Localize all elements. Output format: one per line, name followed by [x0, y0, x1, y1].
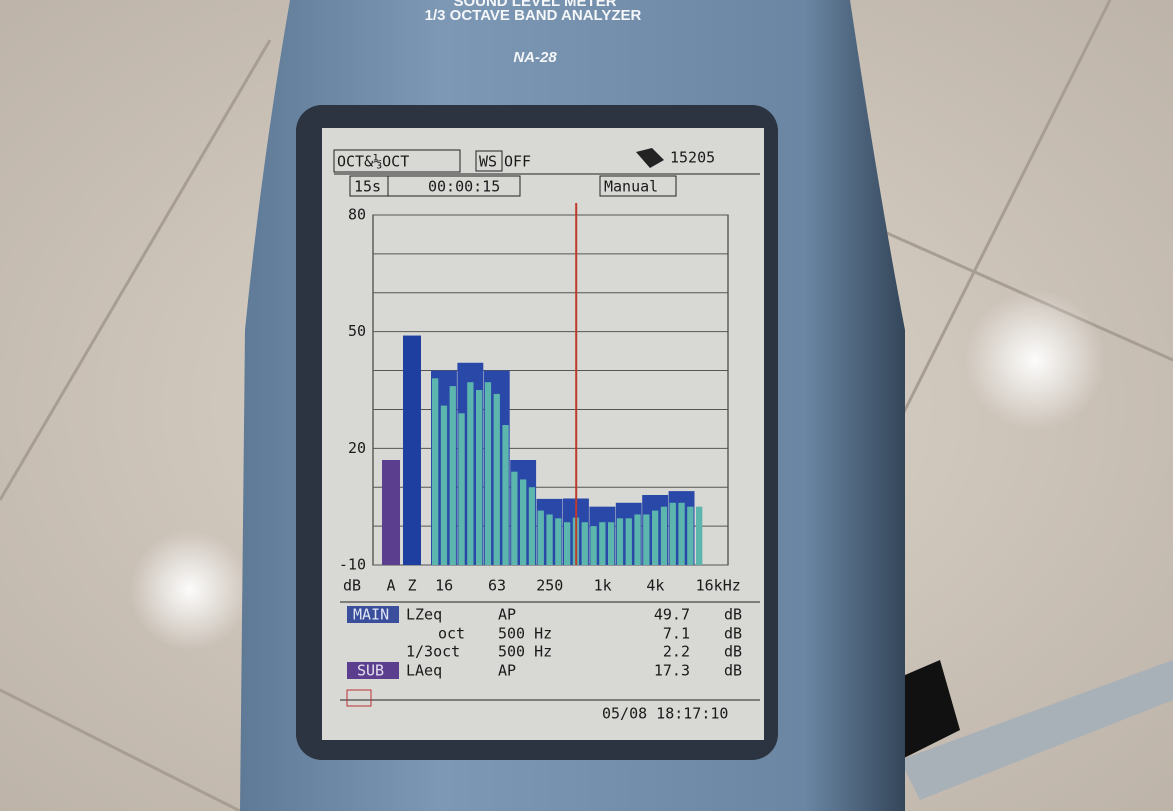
readout-cell: LZeq: [406, 606, 442, 624]
readout-cell: 500 Hz: [498, 643, 552, 661]
y-tick-label: 20: [348, 439, 366, 457]
third-octave-bar: [608, 522, 615, 565]
readout-cell: dB: [724, 662, 742, 680]
third-octave-bar: [555, 518, 562, 565]
device-model: NA-28: [513, 49, 557, 66]
x-tick-label: 16kHz: [696, 577, 741, 595]
readout-cell: dB: [724, 625, 742, 643]
third-octave-bar: [528, 487, 536, 565]
third-octave-bar: [537, 510, 544, 565]
third-octave-bar: [652, 510, 659, 565]
readout-cell: LAeq: [406, 662, 442, 680]
third-octave-bar: [590, 526, 597, 565]
mode: OCT&⅓OCT: [337, 153, 409, 171]
sub-tag-bg: [347, 662, 399, 679]
y-tick-label: 50: [348, 322, 366, 340]
frame: [475, 150, 503, 172]
y-tick-label: -10: [339, 556, 366, 574]
stand-rod: [900, 660, 1173, 800]
third-octave-bar: [476, 390, 483, 565]
glare: [130, 530, 250, 650]
y-tick-label: 80: [348, 206, 366, 224]
readout: MAIN SUB: [347, 606, 399, 680]
third-octave-bar: [625, 518, 632, 565]
x-tick-label: 16: [435, 577, 453, 595]
third-octave-bar: [678, 502, 685, 565]
third-octave-bar: [564, 522, 571, 565]
third-octave-bar: [458, 413, 465, 565]
readout-cell: dB: [724, 643, 742, 661]
x-tick-label: 250: [536, 577, 563, 595]
ws-state: OFF: [504, 153, 531, 171]
y-unit: dB: [343, 577, 361, 595]
third-octave-bar: [493, 393, 500, 565]
readout-cell: 49.7: [654, 606, 690, 624]
third-octave-bar: [669, 502, 676, 565]
overall-bar: [403, 335, 421, 565]
x-tick-label: 4k: [646, 577, 664, 595]
memory-icon: [636, 148, 664, 168]
main-tag-bg: [347, 606, 399, 623]
third-octave-bar: [484, 382, 492, 565]
third-octave-bar: [643, 514, 650, 565]
third-octave-bar: [634, 514, 641, 565]
trigger: Manual: [604, 178, 658, 196]
third-octave-bar: [599, 522, 606, 565]
x-tick-label: 1k: [594, 577, 612, 595]
readout-cell: 1/3oct: [406, 643, 460, 661]
interval: 15s: [354, 178, 381, 196]
readout-cell: oct: [438, 625, 465, 643]
third-octave-bar: [696, 506, 703, 565]
lcd-header: OCT&⅓OCT WS OFF 15205 15s 00:00:15 Manua…: [333, 148, 760, 197]
readout-cell: 7.1: [663, 625, 690, 643]
third-octave-bar: [546, 514, 553, 565]
elapsed: 00:00:15: [428, 178, 500, 196]
third-octave-bar: [502, 425, 509, 565]
device-label: 1/3 OCTAVE BAND ANALYZER: [425, 7, 642, 24]
third-octave-bar: [687, 506, 694, 565]
readout-cell: AP: [498, 662, 516, 680]
readout-cell: 17.3: [654, 662, 690, 680]
readout-cell: 500 Hz: [498, 625, 552, 643]
x-tick-label: A: [386, 577, 395, 595]
third-octave-bar: [440, 405, 448, 565]
glare: [965, 290, 1105, 430]
lcd: [322, 128, 764, 740]
readout-cell: 2.2: [663, 643, 690, 661]
memory: 15205: [670, 149, 715, 167]
readout-cell: dB: [724, 606, 742, 624]
device-label: SOUND LEVEL METER: [453, 0, 616, 10]
ws: WS: [479, 153, 497, 171]
frame: [387, 175, 521, 197]
third-octave-bar: [581, 522, 588, 565]
main-tag: MAIN: [353, 606, 389, 624]
third-octave-bar: [511, 471, 518, 565]
x-tick-label: Z: [407, 577, 416, 595]
datetime: 05/08 18:17:10: [602, 705, 728, 723]
x-tick-label: 63: [488, 577, 506, 595]
third-octave-bar: [660, 506, 668, 565]
overall-bar: [382, 460, 400, 565]
frame: [599, 175, 677, 197]
frame: [333, 149, 461, 173]
readout-cell: AP: [498, 606, 516, 624]
third-octave-bar: [616, 518, 624, 565]
third-octave-bar: [449, 386, 456, 565]
battery-icon: [346, 689, 372, 707]
sub-tag: SUB: [357, 662, 384, 680]
third-octave-bar: [432, 378, 439, 565]
third-octave-bar: [467, 382, 474, 565]
third-octave-bar: [520, 479, 527, 565]
